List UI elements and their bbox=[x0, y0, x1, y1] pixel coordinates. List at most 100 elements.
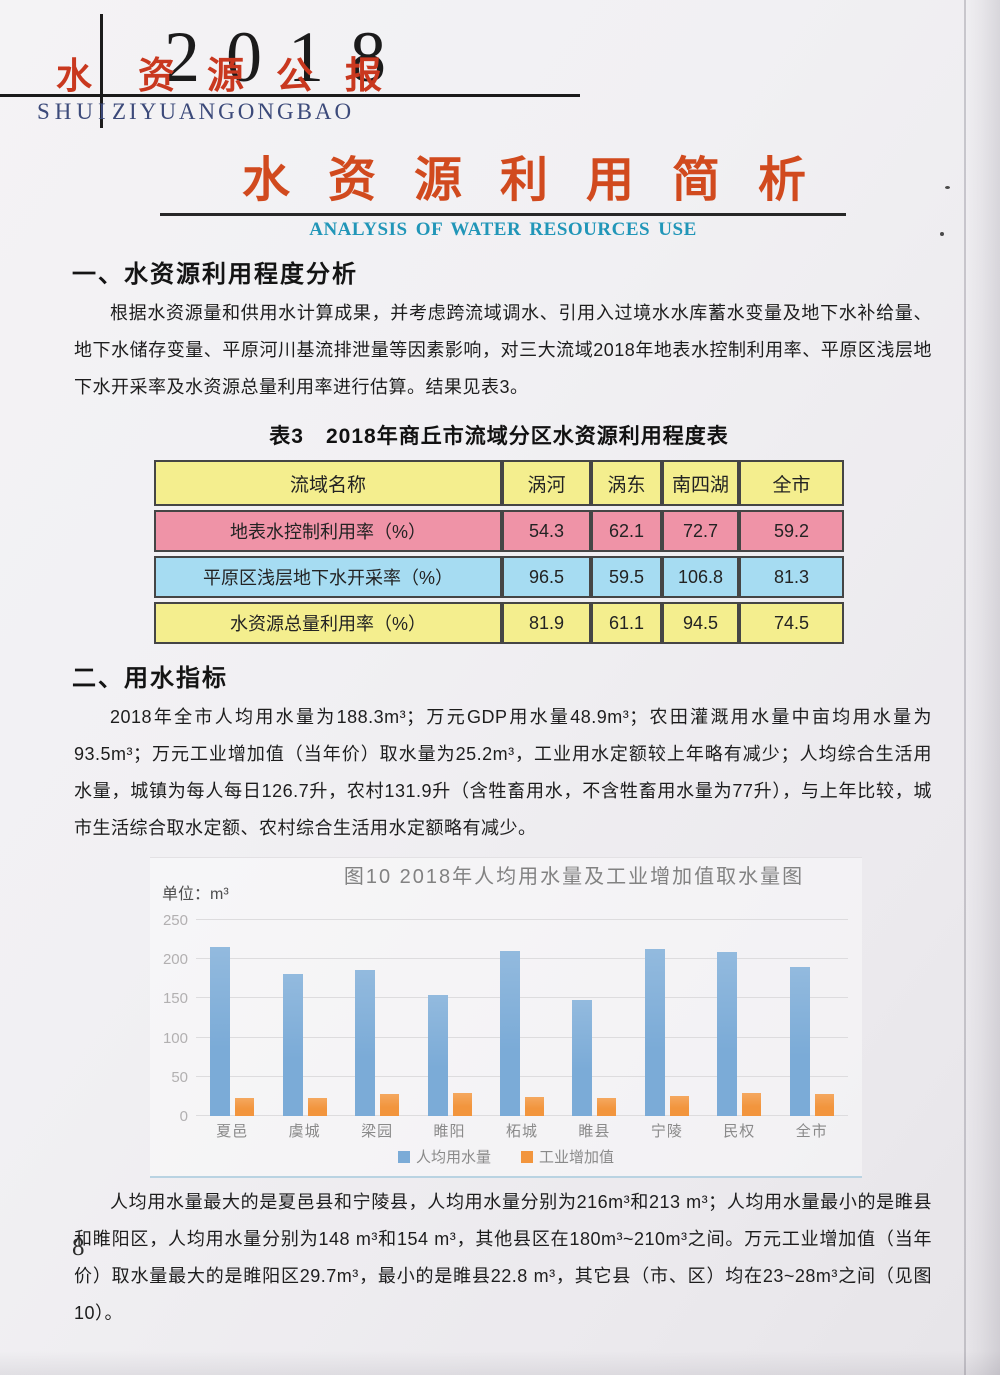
masthead-logo-text: 资源公报 bbox=[138, 53, 414, 97]
table-cell-value: 106.8 bbox=[662, 556, 739, 598]
bar-人均用水量 bbox=[499, 950, 520, 1116]
category-label: 梁园 bbox=[361, 1123, 394, 1140]
page-title: 水资源利用简析 bbox=[242, 152, 845, 208]
table-cell-value: 72.7 bbox=[662, 510, 739, 552]
masthead-rule bbox=[0, 94, 580, 97]
bar-人均用水量 bbox=[355, 970, 376, 1116]
chart-gridline bbox=[196, 1115, 848, 1116]
chart-gridline bbox=[196, 1036, 848, 1038]
chart-y-axis-labels: 0 50 100 150 200 250 bbox=[150, 912, 188, 1125]
bar-工业增加值 bbox=[669, 1096, 689, 1116]
bar-group-夏邑 bbox=[210, 920, 255, 1116]
y-axis-tick-label: 250 bbox=[162, 912, 188, 929]
page-number: 8 bbox=[72, 1234, 85, 1261]
bar-group-全市 bbox=[789, 920, 834, 1116]
bar-group-柘城 bbox=[499, 920, 544, 1116]
legend-item-人均用水量: 人均用水量 bbox=[397, 1146, 491, 1167]
table3-title: 表3 2018年商丘市流域分区水资源利用程度表 bbox=[269, 425, 729, 448]
bar-group-虞城 bbox=[282, 920, 327, 1116]
table-header-row: 流域名称 涡河 涡东 南四湖 全市 bbox=[154, 460, 844, 506]
masthead-divider-line bbox=[100, 14, 103, 128]
bar-工业增加值 bbox=[452, 1092, 472, 1116]
bar-人均用水量 bbox=[717, 952, 738, 1116]
chart-gridline bbox=[196, 1075, 848, 1077]
masthead-pinyin-ziyuangongbao: ZIYUANGONGBAO bbox=[112, 99, 355, 124]
bar-人均用水量 bbox=[644, 949, 665, 1116]
table-row: 平原区浅层地下水开采率（%） 96.5 59.5 106.8 81.3 bbox=[154, 556, 844, 598]
bar-group-梁园 bbox=[355, 920, 400, 1116]
table-col-header-name: 流域名称 bbox=[154, 460, 502, 506]
table-row-label: 水资源总量利用率（%） bbox=[154, 602, 502, 644]
table-col-header: 南四湖 bbox=[662, 460, 739, 506]
table3: 流域名称 涡河 涡东 南四湖 全市 地表水控制利用率（%） 54.3 62.1 72.7 59.… bbox=[154, 456, 844, 648]
legend-item-工业增加值: 工业增加值 bbox=[521, 1146, 614, 1167]
section1-heading: 一、水资源利用程度分析 bbox=[72, 261, 358, 288]
figure10-bar-chart: 图10 2018年人均用水量及工业增加值取水量图 单位：m³ 0 50 100 150… bbox=[150, 857, 862, 1178]
table-row: 水资源总量利用率（%） 81.9 61.1 94.5 74.5 bbox=[154, 602, 844, 644]
y-axis-tick-label: 150 bbox=[162, 990, 188, 1008]
y-axis-tick-label: 50 bbox=[171, 1068, 188, 1086]
legend-label: 工业增加值 bbox=[539, 1149, 615, 1166]
table3-body: 地表水控制利用率（%） 54.3 62.1 72.7 59.2 平原区浅层地下水开采率（%… bbox=[154, 510, 844, 644]
bar-工业增加值 bbox=[814, 1094, 834, 1116]
legend-swatch bbox=[397, 1150, 410, 1163]
bar-人均用水量 bbox=[427, 995, 448, 1116]
scan-edge-line bbox=[964, 0, 966, 1375]
chart-gridline bbox=[196, 997, 848, 999]
chart-x-axis-labels: 夏邑 虞城 梁园 睢阳 柘城 睢县 宁陵 民权 全市 bbox=[196, 1120, 848, 1141]
section2-heading: 二、用水指标 bbox=[72, 665, 228, 692]
category-label: 睢县 bbox=[578, 1123, 611, 1140]
table-cell-value: 61.1 bbox=[591, 602, 662, 644]
bar-工业增加值 bbox=[235, 1097, 255, 1116]
chart-plot-area bbox=[196, 919, 848, 1116]
legend-label: 人均用水量 bbox=[415, 1149, 491, 1166]
section2-paragraph: 2018年全市人均用水量为188.3m³；万元GDP用水量48.9m³；农田灌溉… bbox=[74, 707, 932, 838]
table-cell-value: 74.5 bbox=[739, 602, 844, 644]
bar-group-睢县 bbox=[572, 920, 617, 1116]
bar-group-睢阳 bbox=[427, 920, 472, 1116]
bar-group-民权 bbox=[717, 920, 762, 1116]
chart-unit-label: 单位：m³ bbox=[162, 886, 229, 903]
table-cell-value: 81.3 bbox=[739, 556, 844, 598]
category-label: 睢阳 bbox=[433, 1123, 466, 1140]
bar-人均用水量 bbox=[210, 946, 231, 1116]
title-underline bbox=[160, 213, 846, 216]
category-label: 民权 bbox=[723, 1123, 756, 1140]
scan-edge-shadow-bottom bbox=[0, 1351, 1000, 1375]
y-axis-tick-label: 0 bbox=[179, 1108, 188, 1125]
table-cell-value: 96.5 bbox=[502, 556, 591, 598]
scan-edge-shadow-right bbox=[966, 0, 1000, 1375]
table-row-label: 地表水控制利用率（%） bbox=[154, 510, 502, 552]
category-label: 虞城 bbox=[288, 1123, 321, 1140]
bar-人均用水量 bbox=[282, 974, 303, 1116]
page-subtitle-english: ANALYSIS OF WATER RESOURCES USE bbox=[309, 219, 697, 240]
section3-paragraph: 人均用水量最大的是夏邑县和宁陵县，人均用水量分别为216m³和213 m³；人均… bbox=[74, 1192, 932, 1323]
masthead-pinyin-shui: SHUI bbox=[37, 99, 111, 124]
table-col-header: 涡东 bbox=[591, 460, 662, 506]
bar-人均用水量 bbox=[572, 999, 593, 1116]
scan-speck bbox=[945, 186, 950, 189]
chart-bars bbox=[196, 920, 848, 1116]
table-cell-value: 81.9 bbox=[502, 602, 591, 644]
bar-人均用水量 bbox=[789, 967, 810, 1116]
category-label: 夏邑 bbox=[216, 1123, 249, 1140]
masthead-year: 2018 bbox=[164, 17, 412, 97]
masthead: 2018 水 资源公报 SHUI ZIYUANGONGBAO 水资源利用简析 A… bbox=[0, 0, 1000, 244]
category-label: 宁陵 bbox=[650, 1123, 683, 1140]
table-cell-value: 59.5 bbox=[591, 556, 662, 598]
bar-工业增加值 bbox=[524, 1097, 544, 1116]
table-cell-value: 94.5 bbox=[662, 602, 739, 644]
bar-工业增加值 bbox=[380, 1094, 400, 1116]
bar-工业增加值 bbox=[307, 1097, 327, 1116]
chart-gridline bbox=[196, 919, 848, 920]
table-row-label: 平原区浅层地下水开采率（%） bbox=[154, 556, 502, 598]
chart-legend: 人均用水量 工业增加值 bbox=[150, 1146, 862, 1167]
bar-工业增加值 bbox=[597, 1098, 617, 1116]
legend-swatch bbox=[521, 1150, 533, 1163]
table-col-header: 涡河 bbox=[502, 460, 591, 506]
table-row: 地表水控制利用率（%） 54.3 62.1 72.7 59.2 bbox=[154, 510, 844, 552]
category-label: 全市 bbox=[795, 1123, 828, 1140]
table-col-header: 全市 bbox=[739, 460, 844, 506]
chart-gridline bbox=[196, 958, 848, 960]
